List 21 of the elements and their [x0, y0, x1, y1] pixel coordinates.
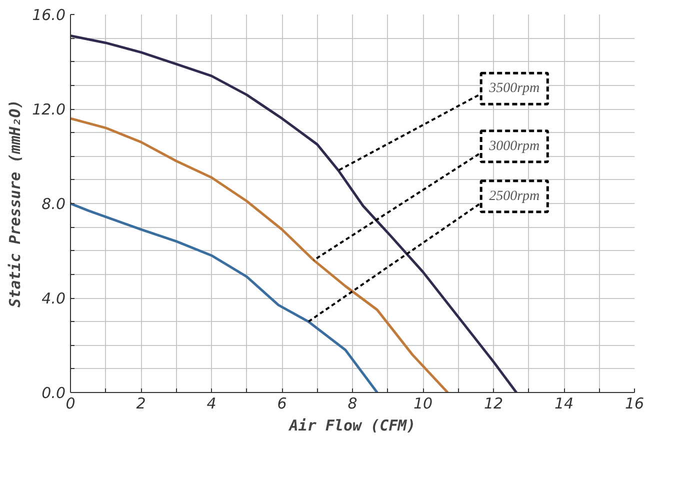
x-tick-label: 14: [554, 394, 574, 412]
x-tick-label: 16: [624, 394, 644, 412]
annotation: 2500rpm: [489, 188, 540, 204]
y-axis-title: Static Pressure (mmH₂O): [6, 100, 24, 308]
annotation: 3000rpm: [488, 138, 540, 154]
y-tick-label: 0.0: [42, 384, 66, 402]
annotation: 3500rpm: [488, 81, 540, 96]
y-tick-label: 4.0: [42, 290, 66, 308]
x-tick-label: 12: [484, 394, 504, 412]
x-tick-label: 8: [348, 394, 358, 412]
x-axis-title: Air Flow (CFM): [288, 416, 416, 434]
y-tick-label: 12.0: [32, 100, 66, 118]
y-tick-label: 16.0: [32, 6, 66, 24]
line-series: [70, 117, 449, 392]
x-tick-label: 0: [66, 394, 76, 412]
x-tick-label: 4: [206, 394, 216, 412]
y-tick-label: 8.0: [42, 195, 66, 213]
x-tick-label: 2: [136, 394, 146, 412]
x-tick-label: 10: [413, 394, 433, 412]
x-tick-label: 6: [277, 394, 287, 412]
line-series: [70, 202, 378, 392]
